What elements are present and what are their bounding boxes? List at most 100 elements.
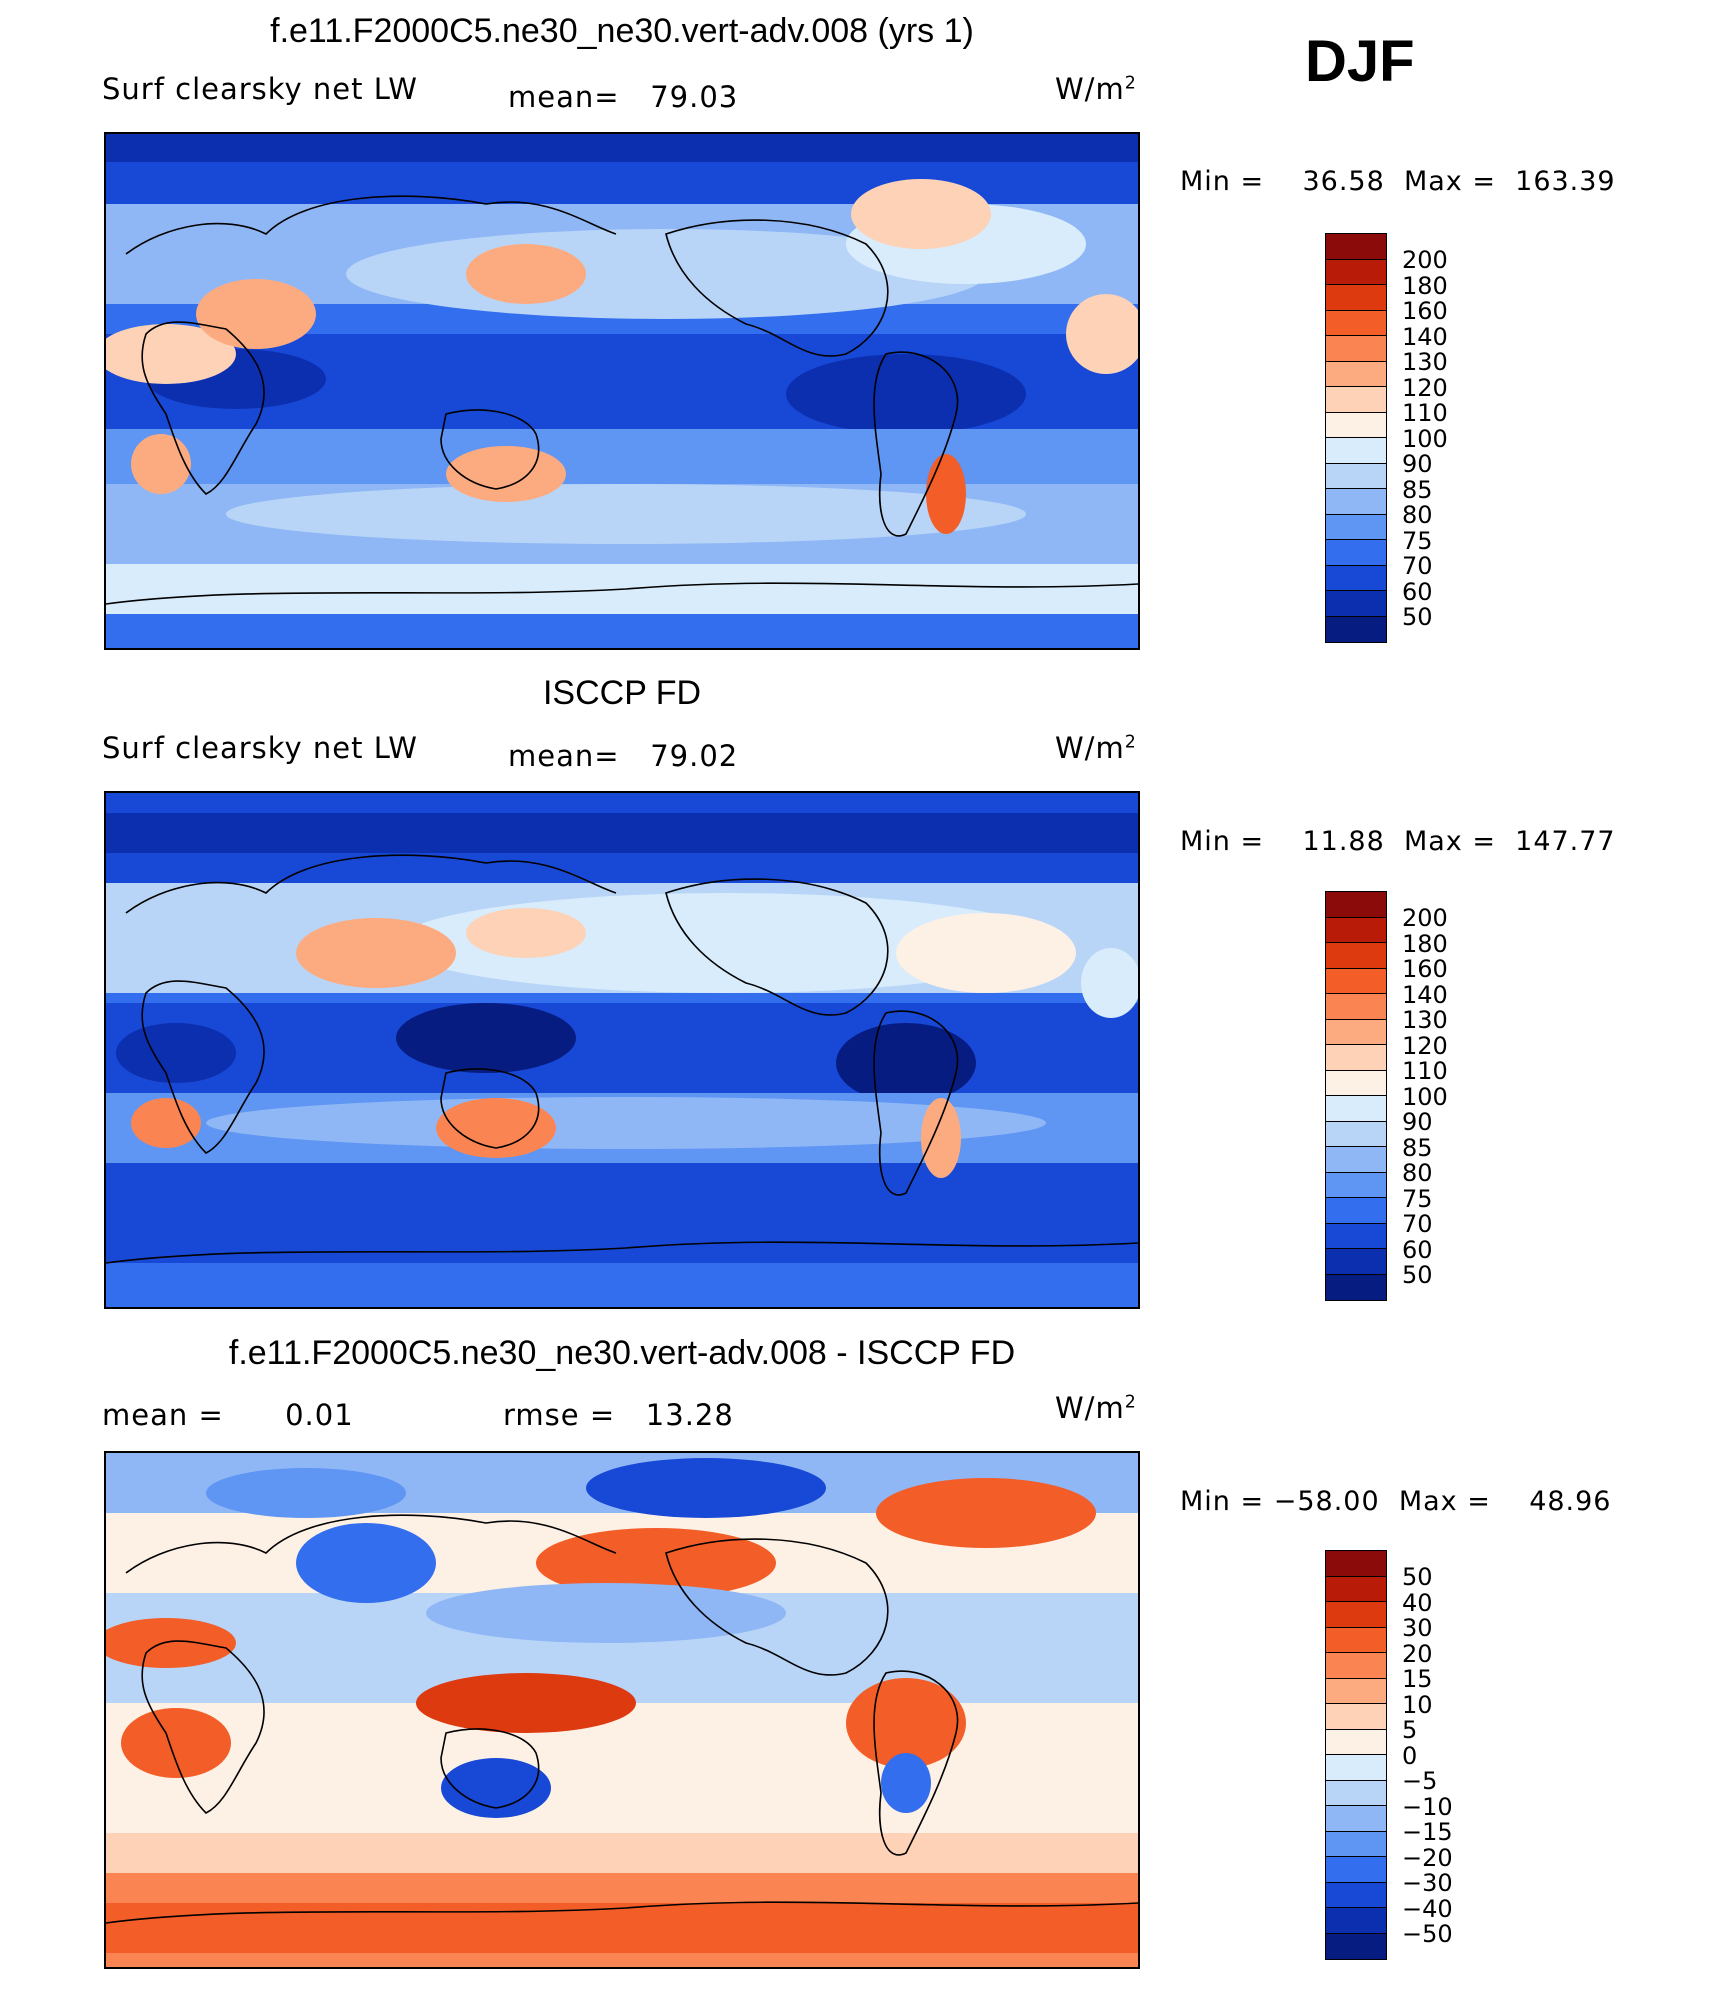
colorbar-swatch bbox=[1326, 234, 1386, 260]
colorbar-swatch bbox=[1326, 1831, 1386, 1857]
colorbar-tick: 180 bbox=[1402, 929, 1448, 958]
colorbar-tick: 80 bbox=[1402, 1159, 1433, 1187]
mean-label: mean= bbox=[508, 739, 620, 773]
colorbar-swatch bbox=[1326, 1147, 1386, 1173]
colorbar-swatch bbox=[1326, 1172, 1386, 1198]
colorbar-tick: 60 bbox=[1402, 577, 1433, 606]
colorbar-swatch bbox=[1326, 1070, 1386, 1096]
rmse-stat: rmse = 13.28 bbox=[503, 1398, 734, 1432]
colorbar-swatch bbox=[1326, 1249, 1386, 1275]
colorbar-tick: 160 bbox=[1402, 297, 1448, 325]
colorbar-swatch bbox=[1326, 917, 1386, 943]
variable-label: Surf clearsky net LW bbox=[102, 72, 418, 106]
colorbar-swatch bbox=[1326, 1576, 1386, 1602]
mean-stat: mean = 0.01 bbox=[102, 1398, 354, 1432]
colorbar-swatch bbox=[1326, 1857, 1386, 1883]
colorbar-swatch bbox=[1326, 310, 1386, 336]
season-label: DJF bbox=[1305, 29, 1415, 94]
colorbar-swatch bbox=[1326, 1019, 1386, 1045]
min-label: Min = bbox=[1180, 166, 1265, 197]
world-map bbox=[104, 132, 1140, 650]
colorbar-tick: 30 bbox=[1402, 1614, 1433, 1642]
colorbar-tick: 0 bbox=[1402, 1741, 1418, 1770]
panel-title: f.e11.F2000C5.ne30_ne30.vert-adv.008 (yr… bbox=[270, 12, 974, 50]
min-label: Min = bbox=[1180, 826, 1265, 857]
colorbar-tick: 100 bbox=[1402, 424, 1448, 453]
colorbar-tick: 160 bbox=[1402, 955, 1448, 983]
colorbar-swatch bbox=[1326, 1274, 1386, 1300]
colorbar-swatch bbox=[1326, 892, 1386, 918]
mean-value: 79.02 bbox=[650, 739, 739, 773]
max-label: Max = bbox=[1403, 166, 1496, 197]
colorbar-swatch bbox=[1326, 1198, 1386, 1224]
units-label: W/m2 bbox=[1055, 1391, 1137, 1425]
panel-title: ISCCP FD bbox=[542, 674, 702, 712]
colorbar-tick: −30 bbox=[1402, 1869, 1453, 1897]
colorbar bbox=[1325, 891, 1387, 1301]
units-exponent: 2 bbox=[1124, 1392, 1137, 1413]
colorbar-swatch bbox=[1326, 1096, 1386, 1122]
min-label: Min = bbox=[1180, 1486, 1265, 1517]
colorbar-tick: 5 bbox=[1402, 1716, 1418, 1744]
colorbar-tick: 120 bbox=[1402, 373, 1448, 402]
units-base: W/m bbox=[1055, 72, 1125, 106]
colorbar-tick: 200 bbox=[1402, 246, 1448, 274]
colorbar-tick: 70 bbox=[1402, 552, 1433, 580]
colorbar-swatch bbox=[1326, 336, 1386, 362]
coastlines bbox=[106, 195, 1138, 605]
max-value: 48.96 bbox=[1529, 1486, 1612, 1517]
colorbar-tick: 40 bbox=[1402, 1588, 1433, 1617]
colorbar-swatch bbox=[1326, 1704, 1386, 1730]
colorbar-tick: 110 bbox=[1402, 1057, 1448, 1085]
world-map bbox=[104, 1451, 1140, 1969]
colorbar-swatch bbox=[1326, 1806, 1386, 1832]
colorbar-tick: 70 bbox=[1402, 1210, 1433, 1238]
minmax-stat: Min = 11.88 Max = 147.77 bbox=[1180, 826, 1616, 857]
coastlines bbox=[106, 1514, 1138, 1924]
max-value: 147.77 bbox=[1515, 826, 1616, 857]
colorbar bbox=[1325, 1550, 1387, 1960]
coastlines bbox=[106, 854, 1138, 1264]
colorbar-tick: 110 bbox=[1402, 399, 1448, 427]
max-label: Max = bbox=[1398, 1486, 1491, 1517]
colorbar-tick: 50 bbox=[1402, 1563, 1433, 1591]
units-exponent: 2 bbox=[1124, 73, 1137, 94]
colorbar-swatch bbox=[1326, 1729, 1386, 1755]
mean-label: mean = bbox=[102, 1398, 224, 1432]
min-value: 36.58 bbox=[1302, 166, 1385, 197]
colorbar-tick: 130 bbox=[1402, 1006, 1448, 1034]
colorbar-swatch bbox=[1326, 1121, 1386, 1147]
colorbar-swatch bbox=[1326, 1602, 1386, 1628]
units-base: W/m bbox=[1055, 731, 1125, 765]
rmse-label: rmse = bbox=[503, 1398, 616, 1432]
colorbar-tick: 90 bbox=[1402, 1108, 1433, 1136]
max-label: Max = bbox=[1403, 826, 1496, 857]
colorbar-swatch bbox=[1326, 1780, 1386, 1806]
contour-field bbox=[106, 793, 1138, 1307]
units-base: W/m bbox=[1055, 1391, 1125, 1425]
colorbar-swatch bbox=[1326, 1678, 1386, 1704]
colorbar-tick: −20 bbox=[1402, 1843, 1453, 1872]
colorbar-swatch bbox=[1326, 361, 1386, 387]
colorbar-swatch bbox=[1326, 514, 1386, 540]
max-value: 163.39 bbox=[1515, 166, 1616, 197]
colorbar-swatch bbox=[1326, 412, 1386, 438]
colorbar-swatch bbox=[1326, 1551, 1386, 1577]
colorbar-tick: 200 bbox=[1402, 904, 1448, 932]
colorbar-swatch bbox=[1326, 943, 1386, 969]
colorbar-tick: 75 bbox=[1402, 1184, 1433, 1213]
colorbar-tick: 50 bbox=[1402, 603, 1433, 631]
colorbar-tick: 15 bbox=[1402, 1665, 1433, 1693]
min-value: 11.88 bbox=[1302, 826, 1385, 857]
colorbar-tick: −10 bbox=[1402, 1792, 1453, 1821]
world-map bbox=[104, 791, 1140, 1309]
colorbar-swatch bbox=[1326, 259, 1386, 285]
units-label: W/m2 bbox=[1055, 72, 1137, 106]
colorbar-swatch bbox=[1326, 1223, 1386, 1249]
colorbar-swatch bbox=[1326, 1933, 1386, 1959]
colorbar-tick: 140 bbox=[1402, 980, 1448, 1009]
colorbar-swatch bbox=[1326, 565, 1386, 591]
mean-label: mean= bbox=[508, 80, 620, 114]
panel-title: f.e11.F2000C5.ne30_ne30.vert-adv.008 - I… bbox=[228, 1334, 1016, 1372]
min-value: −58.00 bbox=[1273, 1486, 1380, 1517]
